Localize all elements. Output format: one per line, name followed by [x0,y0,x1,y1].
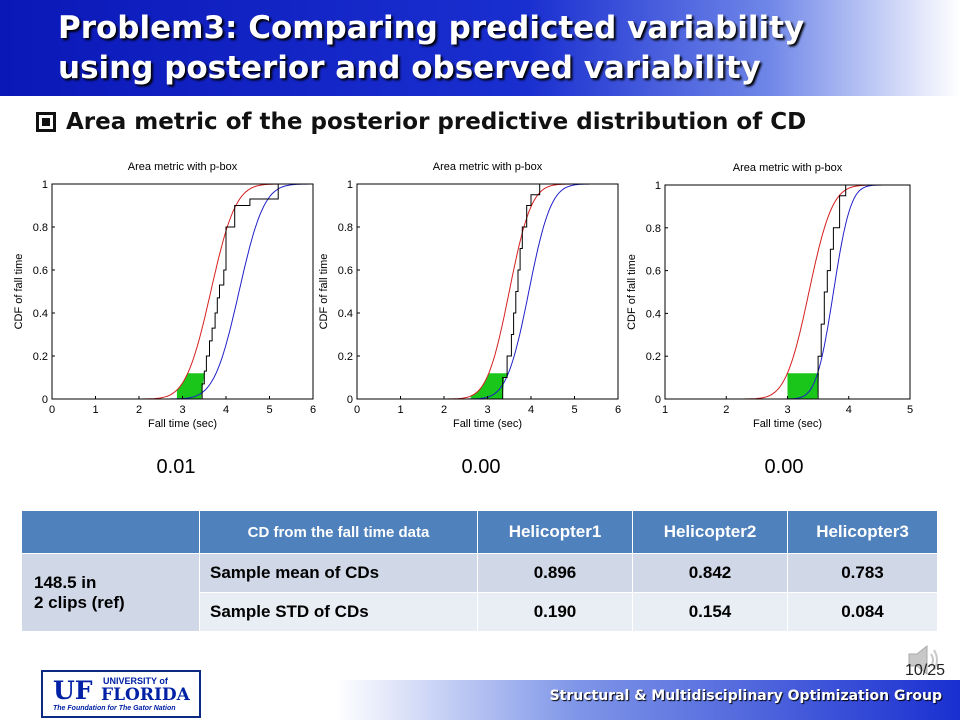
x-tick-label: 1 [92,404,98,416]
logo-university-of: UNIVERSITY of [103,676,168,686]
empirical-step-cdf [665,184,849,400]
x-tick-label: 0 [49,404,55,416]
footer-text: Structural & Multidisciplinary Optimizat… [549,688,942,704]
area-metric-fill [787,373,842,399]
x-tick-label: 6 [615,404,621,416]
y-axis-label: CDF of fall time [13,254,25,330]
slide-title-line1: Problem3: Comparing predicted variabilit… [58,10,805,46]
table-header-row: CD from the fall time data Helicopter1 H… [21,510,938,554]
y-axis-label: CDF of fall time [626,254,638,330]
x-tick-label: 4 [223,404,229,416]
x-tick-label: 5 [571,404,577,416]
y-tick-label: 0.2 [33,351,48,363]
area-metric-value-1: 0.01 [156,456,196,478]
x-tick-label: 3 [484,404,490,416]
empirical-step-cdf [357,183,542,400]
y-tick-label: 0.6 [338,265,353,277]
x-tick-label: 0 [354,404,360,416]
table-header-cell: Helicopter3 [787,510,938,554]
table-row: Sample STD of CDs 0.190 0.154 0.084 [22,592,938,632]
area-metric-fill [470,373,508,399]
x-tick-label: 2 [136,404,142,416]
title-bar: Problem3: Comparing predicted variabilit… [0,0,960,96]
x-tick-label: 5 [907,404,913,416]
y-tick-label: 0.6 [646,266,661,278]
table-header-cell: Helicopter1 [477,510,633,554]
table-cell: 0.190 [477,592,633,632]
x-tick-label: 3 [784,404,790,416]
plot-area [52,184,313,399]
slide-number: 10/25 [905,662,946,679]
y-tick-label: 1 [42,179,48,191]
cdf-chart-helicopter3: 1 2 3 4 5 0 0.2 0.4 0.6 0.8 1 Area metric with p-bo… [626,162,913,430]
table-cell: 0.783 [787,553,938,593]
y-tick-label: 0.4 [646,308,661,320]
metric-label: Sample mean of CDs [199,553,478,593]
y-tick-label: 0 [42,394,48,406]
empirical-step-cdf [52,183,281,400]
table-header-cell: Helicopter2 [632,510,788,554]
y-tick-label: 0.2 [338,351,353,363]
area-metric-value-3: 0.00 [764,456,804,478]
cdf-chart-helicopter2: 0 1 2 3 4 5 6 0 0.2 0.4 0.6 0.8 1 Area metric with p-… [318,161,621,430]
y-tick-label: 0.8 [338,222,353,234]
chart-title: Area metric with p-box [733,162,843,174]
y-tick-label: 0.4 [338,308,353,320]
x-tick-label: 4 [528,404,534,416]
uf-logo: UF UNIVERSITY of FLORIDA The Foundation … [41,670,201,718]
x-tick-label: 3 [179,404,185,416]
x-axis-label: Fall time (sec) [148,418,217,430]
y-tick-label: 0.2 [646,351,661,363]
slide-title: Problem3: Comparing predicted variabilit… [58,8,918,88]
x-tick-label: 2 [441,404,447,416]
row-group-label-line: 2 clips (ref) [34,592,125,612]
speaker-icon[interactable] [905,640,945,680]
logo-tagline: The Foundation for The Gator Nation [53,705,176,712]
slide-title-line2: using posterior and observed variability [58,50,761,86]
square-bullet-icon [36,112,56,132]
x-tick-label: 1 [397,404,403,416]
x-axis-label: Fall time (sec) [753,418,822,430]
y-tick-label: 0 [347,394,353,406]
row-group-label-line: 148.5 in [34,572,97,592]
y-tick-label: 1 [655,180,661,192]
y-tick-label: 0.4 [33,308,48,320]
table-header-cell: CD from the fall time data [199,510,478,554]
x-tick-label: 1 [662,404,668,416]
x-tick-label: 2 [723,404,729,416]
cd-comparison-table: CD from the fall time data Helicopter1 H… [21,510,938,632]
table-header-cell [21,510,200,554]
y-tick-label: 0.8 [646,223,661,235]
table-row: 148.5 in 2 clips (ref) Sample mean of CD… [21,553,938,632]
bullet-point: Area metric of the posterior predictive … [36,104,806,140]
area-metric-fill [176,373,215,399]
row-group-label: 148.5 in 2 clips (ref) [21,553,200,632]
metric-label: Sample STD of CDs [199,592,478,632]
chart-title: Area metric with p-box [433,161,543,173]
y-tick-label: 0 [655,394,661,406]
chart-title: Area metric with p-box [128,161,238,173]
y-tick-label: 0.8 [33,222,48,234]
table-cell: 0.154 [632,592,788,632]
area-metric-value-2: 0.00 [461,456,501,478]
y-tick-label: 0.6 [33,265,48,277]
plot-area [665,185,910,399]
plot-area [357,184,618,399]
table-cell: 0.896 [477,553,633,593]
x-axis-label: Fall time (sec) [453,418,522,430]
x-tick-label: 5 [266,404,272,416]
y-tick-label: 1 [347,179,353,191]
y-axis-label: CDF of fall time [318,254,330,330]
x-tick-label: 6 [310,404,316,416]
bullet-text: Area metric of the posterior predictive … [66,109,807,135]
x-tick-label: 4 [846,404,852,416]
table-cell: 0.842 [632,553,788,593]
table-cell: 0.084 [787,592,938,632]
logo-mark: UF [53,676,93,705]
logo-florida: FLORIDA [101,685,190,705]
cdf-chart-helicopter1: 0 1 2 3 4 5 6 0 0.2 0.4 0.6 0.8 1 Area metric with p-… [13,161,316,430]
